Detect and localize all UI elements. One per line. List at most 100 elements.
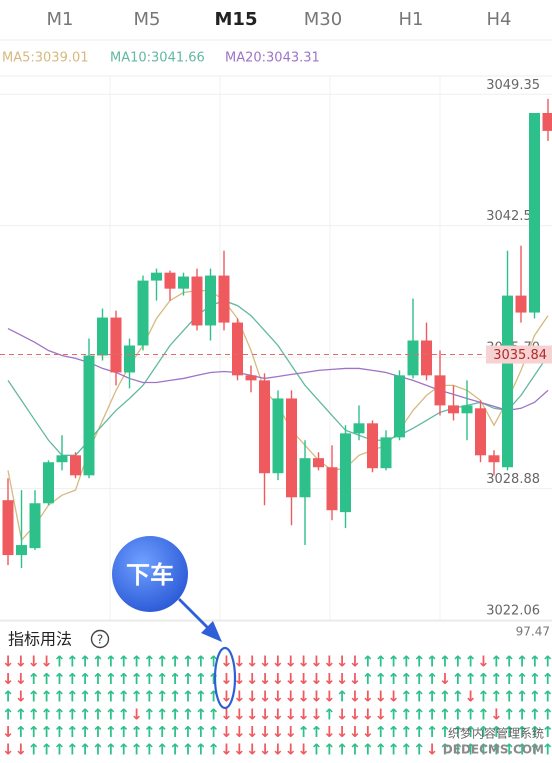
- candle-body: [137, 280, 149, 346]
- signal-arrow: ↑: [66, 723, 79, 741]
- signal-arrow: ↑: [92, 705, 105, 723]
- signal-arrow: ↓: [426, 741, 439, 759]
- signal-arrow: ↓: [336, 705, 349, 723]
- signal-arrow: ↓: [233, 741, 246, 759]
- signal-arrow: ↑: [400, 688, 413, 706]
- candle-body: [448, 405, 459, 414]
- signal-arrow: ↓: [233, 688, 246, 706]
- candle-body: [191, 276, 203, 326]
- signal-arrow: ↑: [541, 670, 552, 688]
- signal-arrow: ↑: [15, 705, 28, 723]
- signal-arrow: ↑: [169, 705, 182, 723]
- highlight-ellipse: [213, 646, 237, 710]
- signal-arrow: ↑: [503, 723, 516, 741]
- signal-arrow: ↑: [143, 705, 156, 723]
- signal-arrow: ↑: [156, 670, 169, 688]
- signal-arrow: ↑: [169, 653, 182, 671]
- tab[interactable]: M30: [304, 9, 342, 30]
- signal-arrow: ↓: [272, 688, 285, 706]
- signal-arrow: ↓: [477, 653, 490, 671]
- candle-body: [56, 455, 68, 463]
- signal-arrow: ↑: [374, 741, 387, 759]
- signal-arrow: ↑: [105, 705, 118, 723]
- signal-arrow: ↑: [387, 670, 400, 688]
- signal-arrow: ↑: [541, 741, 552, 759]
- signal-arrow: ↓: [284, 670, 297, 688]
- signal-arrow: ↑: [105, 688, 118, 706]
- candle-body: [164, 272, 176, 289]
- watermark: DEDECMS.COM: [443, 743, 544, 757]
- signal-arrow: ↑: [413, 741, 426, 759]
- signal-arrow: ↓: [233, 705, 246, 723]
- signal-arrow: ↓: [284, 723, 297, 741]
- candle-body: [515, 295, 527, 313]
- signal-arrow: ↑: [182, 688, 195, 706]
- signal-arrow: ↑: [2, 705, 15, 723]
- signal-arrow: ↑: [503, 653, 516, 671]
- signal-arrow: ↓: [349, 688, 362, 706]
- signal-arrow: ↑: [451, 653, 464, 671]
- signal-arrow: ↓: [310, 653, 323, 671]
- signal-arrow: ↓: [220, 670, 233, 688]
- signal-arrow: ↑: [387, 741, 400, 759]
- signal-arrow: ↑: [297, 723, 310, 741]
- help-icon[interactable]: [90, 629, 110, 649]
- signal-arrow: ↑: [516, 741, 529, 759]
- signal-arrow: ↑: [105, 670, 118, 688]
- signal-arrow: ↑: [503, 705, 516, 723]
- signal-arrow: ↑: [426, 705, 439, 723]
- signal-arrow: ↓: [220, 653, 233, 671]
- signal-arrow: ↑: [27, 723, 40, 741]
- signal-arrow: ↓: [374, 705, 387, 723]
- signal-arrow: ↑: [400, 741, 413, 759]
- help-icon-mark[interactable]: ?: [97, 633, 103, 647]
- tab[interactable]: H4: [487, 9, 512, 30]
- signal-arrow: ↑: [207, 723, 220, 741]
- candle-body: [259, 380, 270, 474]
- signal-arrow: ↓: [246, 653, 259, 671]
- signal-arrow: ↑: [182, 723, 195, 741]
- signal-arrow: ↑: [156, 688, 169, 706]
- last-price-label: 3035.84: [493, 348, 547, 363]
- signal-arrow: ↑: [143, 653, 156, 671]
- signal-arrow: ↓: [362, 688, 375, 706]
- signal-arrow: ↑: [477, 705, 490, 723]
- signal-arrow: ↓: [220, 723, 233, 741]
- signal-arrow: ↑: [130, 653, 143, 671]
- signal-arrow: ↑: [426, 653, 439, 671]
- signal-arrow: ↑: [464, 741, 477, 759]
- signal-arrow: ↑: [529, 670, 542, 688]
- signal-arrow: ↓: [246, 723, 259, 741]
- indicator-title: 指标用法: [8, 630, 72, 649]
- signal-arrow: ↑: [374, 653, 387, 671]
- signal-arrow: ↑: [426, 670, 439, 688]
- candle-body: [97, 317, 108, 356]
- signal-arrow: ↑: [182, 741, 195, 759]
- signal-arrow: ↓: [15, 653, 28, 671]
- signal-arrow: ↑: [79, 705, 92, 723]
- candle-body: [353, 423, 365, 434]
- signal-arrow: ↓: [272, 741, 285, 759]
- tab[interactable]: H1: [399, 9, 424, 30]
- y-tick-label: 3042.53: [486, 209, 540, 224]
- last-price-box: [486, 345, 552, 364]
- signal-arrow: ↓: [220, 705, 233, 723]
- signal-arrow: ↑: [464, 705, 477, 723]
- signal-arrow: ↑: [439, 741, 452, 759]
- tab[interactable]: M1: [47, 9, 74, 30]
- signal-arrow: ↑: [541, 723, 552, 741]
- signal-arrow: ↑: [336, 741, 349, 759]
- signal-arrow: ↑: [516, 705, 529, 723]
- signal-arrow: ↑: [451, 705, 464, 723]
- y-tick-label: 3049.35: [486, 78, 540, 93]
- candle-body: [326, 467, 338, 511]
- candle-body: [407, 340, 419, 376]
- tab[interactable]: M5: [134, 9, 161, 30]
- signal-arrow: ↓: [233, 670, 246, 688]
- tab[interactable]: M15: [215, 9, 258, 30]
- signal-arrow: ↑: [400, 670, 413, 688]
- signal-arrow: ↑: [169, 688, 182, 706]
- signal-arrow: ↑: [105, 653, 118, 671]
- signal-arrow: ↑: [66, 741, 79, 759]
